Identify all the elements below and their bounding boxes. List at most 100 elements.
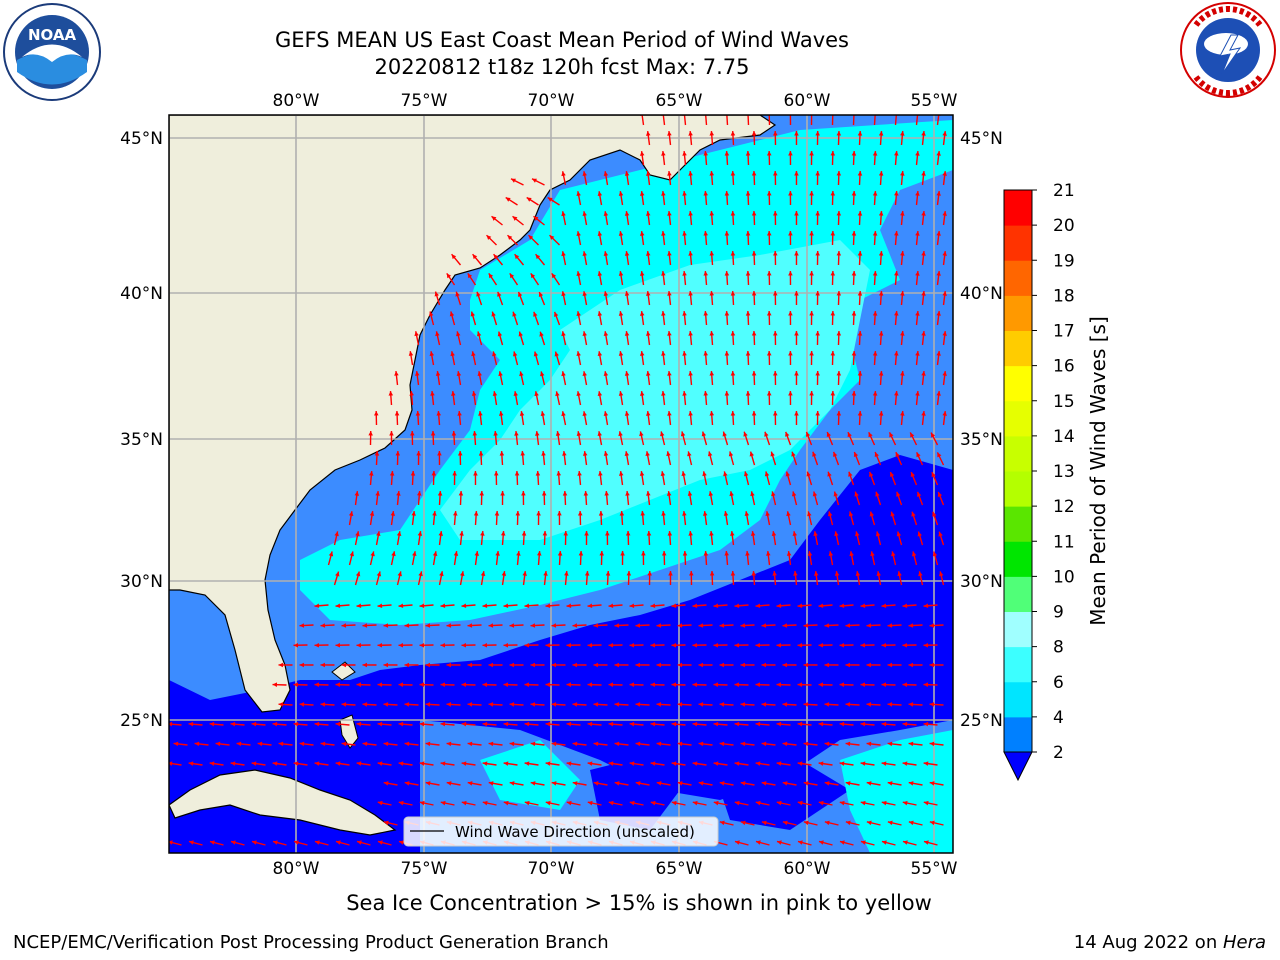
wave-arrow-head bbox=[509, 662, 514, 668]
wave-arrow-head bbox=[341, 662, 346, 668]
wave-arrow-head bbox=[921, 411, 926, 416]
wave-arrow-head bbox=[597, 191, 603, 196]
wave-arrow-head bbox=[776, 721, 782, 727]
ocean-2-4s bbox=[720, 760, 850, 830]
wave-arrow-head bbox=[554, 311, 559, 317]
colorbar-tick-label: 9 bbox=[1053, 603, 1064, 623]
wave-arrow-head bbox=[412, 551, 417, 557]
wave-arrow-head bbox=[910, 472, 915, 478]
wave-arrow-head bbox=[773, 411, 778, 416]
wave-arrow-head bbox=[849, 551, 854, 557]
wave-arrow-head bbox=[446, 741, 452, 747]
wave-arrow-head bbox=[608, 721, 614, 727]
wave-arrow-head bbox=[461, 761, 467, 766]
wave-arrow-head bbox=[794, 131, 799, 136]
wave-arrow-head bbox=[515, 511, 521, 516]
wave-arrow-head bbox=[713, 603, 719, 609]
wave-arrow-head bbox=[836, 291, 842, 296]
wave-arrow-head bbox=[900, 211, 905, 216]
wave-arrow-head bbox=[730, 411, 736, 416]
wave-arrow-head bbox=[251, 840, 257, 845]
wave-arrow-head bbox=[692, 800, 698, 806]
wave-arrow-head bbox=[521, 491, 526, 496]
colorbar-segment bbox=[1004, 681, 1032, 718]
wave-arrow-head bbox=[618, 431, 623, 437]
wave-arrow-head bbox=[645, 411, 651, 416]
wave-arrow-head bbox=[902, 642, 908, 648]
wave-arrow-head bbox=[597, 271, 603, 276]
wave-arrow-head bbox=[603, 371, 609, 376]
wave-arrow-head bbox=[640, 511, 645, 516]
wave-arrow-head bbox=[667, 211, 672, 216]
wave-arrow-head bbox=[362, 741, 368, 747]
wave-arrow-head bbox=[482, 682, 488, 687]
wave-arrow-head bbox=[667, 331, 672, 336]
wave-arrow-head bbox=[785, 431, 790, 437]
wave-arrow-head bbox=[723, 511, 729, 516]
wave-arrow-head bbox=[566, 603, 572, 609]
wave-arrow-head bbox=[797, 682, 803, 687]
wave-arrow-head bbox=[491, 311, 496, 317]
wave-arrow-head bbox=[533, 311, 538, 317]
wave-arrow-head bbox=[709, 371, 715, 376]
wave-arrow-head bbox=[446, 662, 451, 668]
wave-arrow-head bbox=[918, 571, 923, 577]
wave-arrow-head bbox=[521, 531, 527, 536]
wave-arrow-head bbox=[773, 291, 778, 296]
wave-arrow-head bbox=[341, 623, 347, 628]
wave-arrow-head bbox=[682, 151, 687, 156]
wave-arrow-head bbox=[682, 511, 687, 516]
wave-arrow-head bbox=[860, 682, 866, 687]
wave-arrow-head bbox=[942, 251, 947, 256]
wave-arrow-head bbox=[836, 251, 842, 256]
wave-arrow-head bbox=[563, 531, 568, 536]
wave-arrow-head bbox=[459, 531, 464, 536]
wave-arrow-head bbox=[740, 741, 746, 747]
lon-labels-top: 80°W 75°W 70°W 65°W 60°W 55°W bbox=[273, 91, 958, 111]
colorbar-segment bbox=[1004, 646, 1032, 683]
wave-arrow-head bbox=[572, 662, 577, 668]
wave-arrow-head bbox=[755, 721, 761, 727]
colorbar-segment bbox=[1004, 260, 1032, 296]
wave-arrow-head bbox=[908, 820, 914, 826]
wave-arrow-head bbox=[755, 800, 761, 806]
wave-arrow-head bbox=[766, 351, 772, 356]
wave-arrow-head bbox=[730, 171, 736, 176]
wave-arrow-head bbox=[530, 702, 536, 707]
wave-arrow-head bbox=[251, 721, 257, 727]
wave-arrow-head bbox=[499, 451, 505, 456]
wave-arrow-head bbox=[299, 662, 304, 668]
wave-arrow-head bbox=[848, 471, 853, 477]
wave-arrow-head bbox=[915, 231, 920, 236]
lon-label: 60°W bbox=[784, 859, 831, 879]
wave-arrow-head bbox=[561, 171, 566, 177]
wave-arrow-head bbox=[839, 682, 845, 687]
wave-arrow-head bbox=[491, 216, 497, 221]
wave-arrow-head bbox=[881, 603, 887, 609]
wave-arrow-head bbox=[629, 682, 635, 687]
wave-arrow-head bbox=[809, 351, 814, 356]
wave-arrow-head bbox=[857, 411, 863, 416]
wave-arrow-head bbox=[866, 702, 872, 707]
wave-arrow-head bbox=[645, 211, 651, 216]
wave-arrow-head bbox=[824, 623, 830, 628]
wave-arrow-head bbox=[900, 411, 905, 416]
wave-arrow-head bbox=[582, 411, 587, 417]
wave-arrow-head bbox=[335, 642, 341, 648]
wave-arrow-head bbox=[293, 840, 299, 845]
wave-arrow-head bbox=[848, 511, 854, 517]
wave-arrow-head bbox=[370, 551, 375, 557]
wave-arrow-head bbox=[839, 840, 845, 845]
wave-arrow-shaft bbox=[894, 115, 898, 126]
wave-arrow-head bbox=[894, 191, 899, 196]
wave-arrow-head bbox=[576, 391, 581, 397]
wave-arrow-head bbox=[482, 721, 488, 727]
wave-arrow-head bbox=[786, 511, 791, 517]
wave-arrow-head bbox=[618, 271, 624, 276]
wave-arrow-head bbox=[230, 721, 236, 727]
wave-arrow-head bbox=[896, 531, 902, 537]
wave-arrow-head bbox=[453, 511, 458, 516]
wave-arrow-head bbox=[599, 551, 605, 556]
wave-arrow-head bbox=[488, 273, 494, 279]
